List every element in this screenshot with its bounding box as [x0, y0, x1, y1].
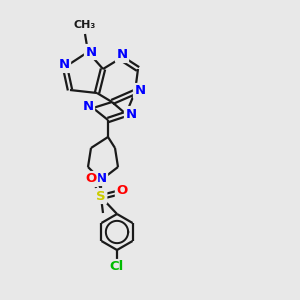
Text: CH₃: CH₃	[74, 20, 96, 30]
Text: N: N	[85, 46, 97, 59]
Text: O: O	[85, 172, 97, 185]
Text: O: O	[116, 184, 128, 197]
Text: Cl: Cl	[110, 260, 124, 274]
Text: N: N	[95, 172, 106, 184]
Text: N: N	[82, 100, 94, 112]
Text: N: N	[134, 85, 146, 98]
Text: N: N	[116, 49, 128, 62]
Text: S: S	[96, 190, 106, 202]
Text: N: N	[58, 58, 70, 71]
Text: N: N	[125, 107, 136, 121]
